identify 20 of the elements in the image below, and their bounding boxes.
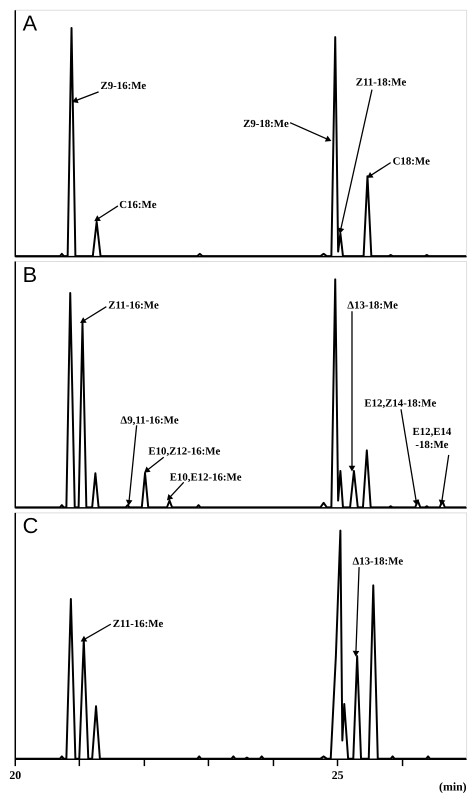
annotation: Z9-16:Me	[100, 80, 146, 92]
annotation: Δ13-18:Me	[352, 555, 404, 568]
annotation: C16:Me	[119, 198, 157, 211]
annotation: Δ9,11-16:Me	[120, 414, 179, 427]
annotation: Z11-16:Me	[108, 300, 159, 312]
annotation: Z9-18:Me	[243, 118, 289, 130]
chart-title: A	[22, 10, 38, 36]
x-tick-label: 20	[9, 768, 22, 782]
chart-title: B	[22, 262, 38, 287]
annotation: C18:Me	[392, 155, 430, 168]
annotation: Z11-18:Me	[356, 76, 406, 89]
annotation: E10,E12-16:Me	[170, 472, 242, 484]
annotation: E12,E14 -18:Me	[412, 426, 452, 451]
x-tick-label: 25	[332, 768, 344, 782]
annotation: Z11-16:Me	[112, 618, 164, 630]
chart-title: C	[22, 513, 38, 538]
annotation: E12,Z14-18:Me	[364, 398, 436, 410]
x-axis-title: (min)	[439, 780, 467, 794]
annotation: E10,Z12-16:Me	[148, 445, 220, 458]
annotation: Δ13-18:Me	[347, 300, 398, 312]
